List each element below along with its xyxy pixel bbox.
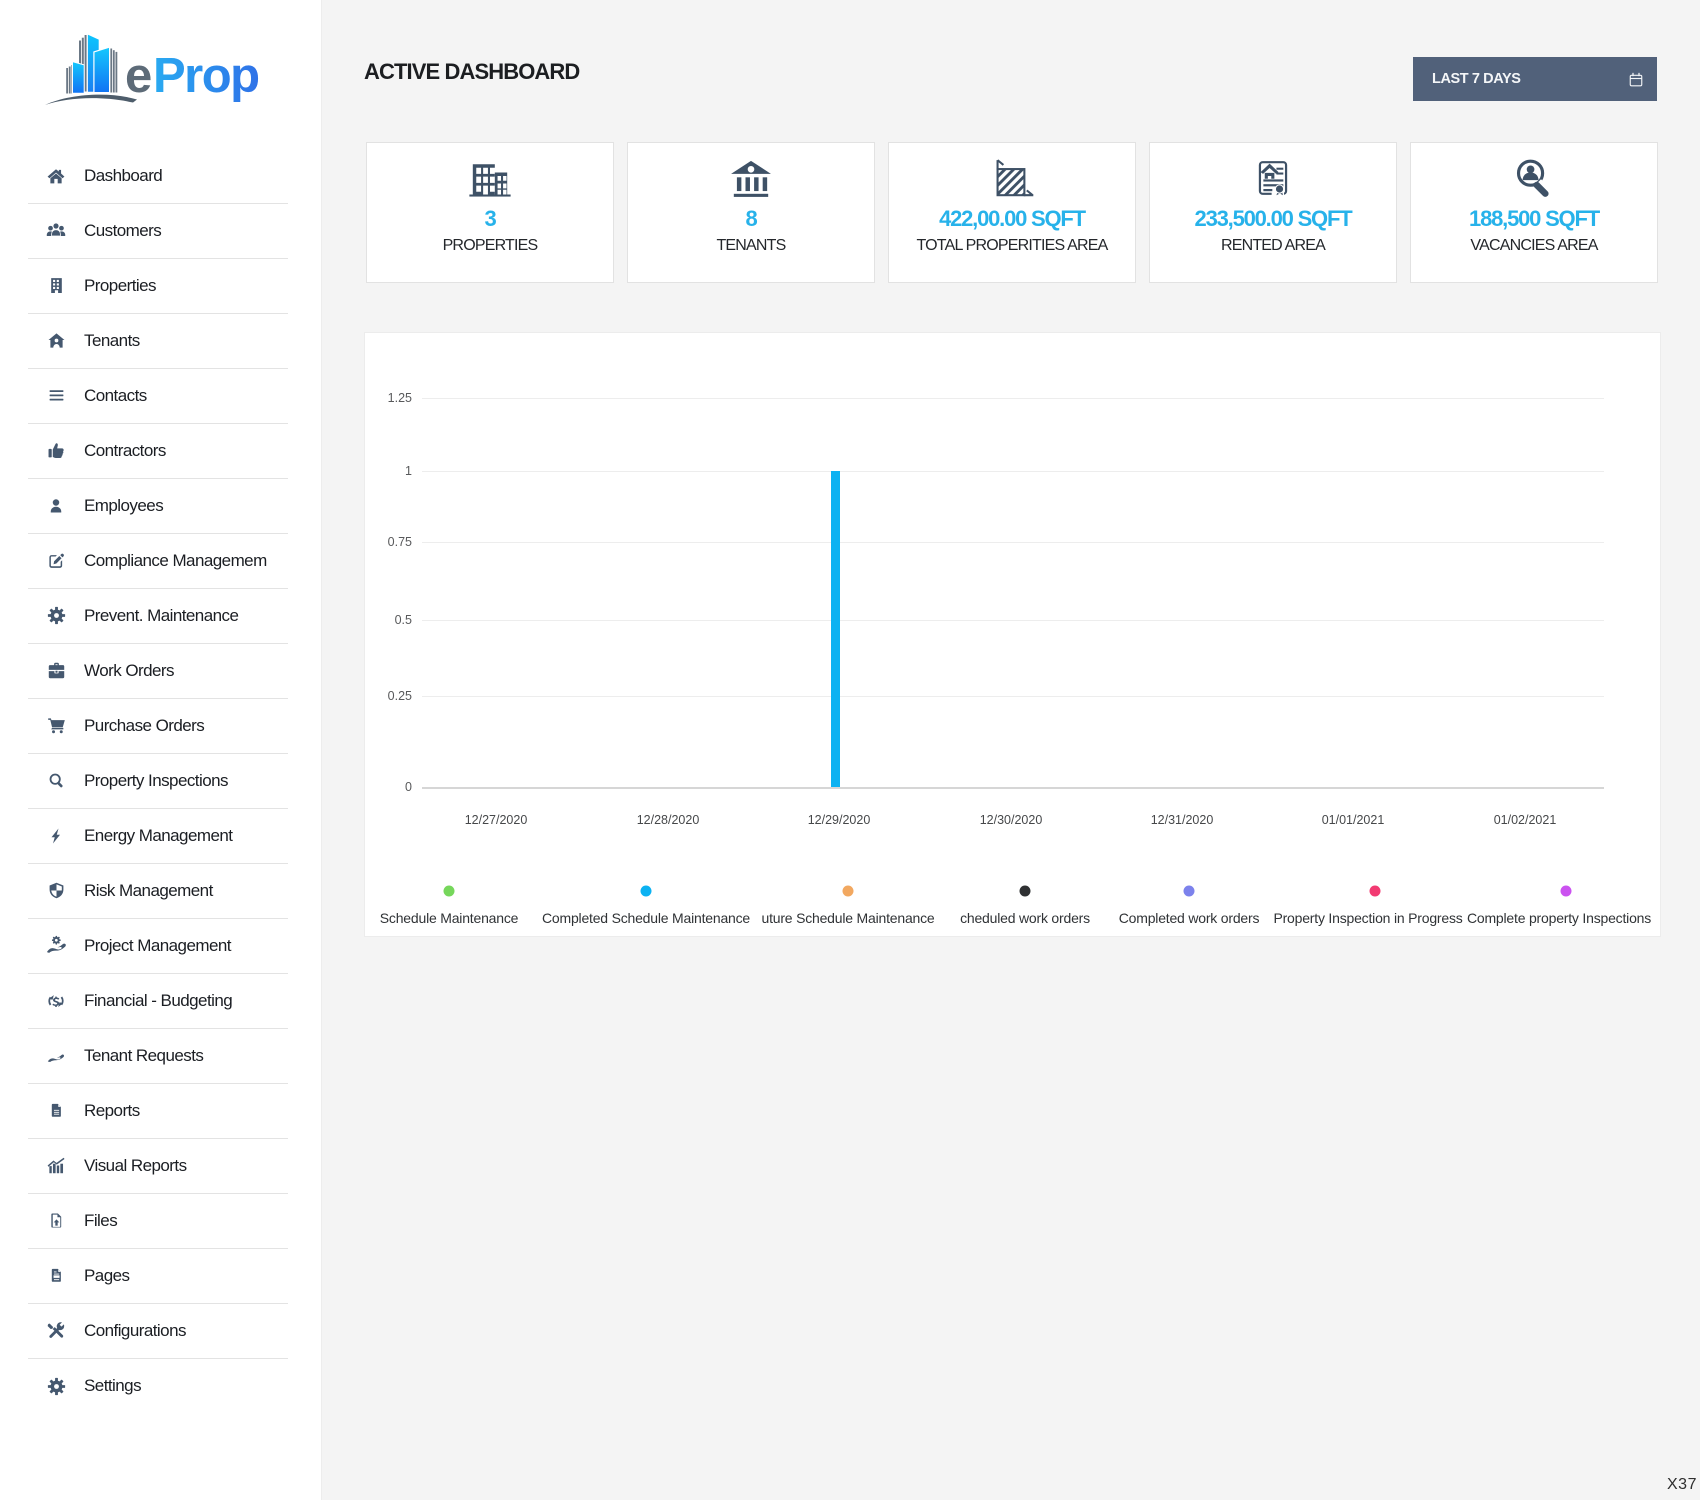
svg-text:Prop: Prop bbox=[153, 49, 259, 103]
svg-text:e: e bbox=[125, 49, 151, 103]
